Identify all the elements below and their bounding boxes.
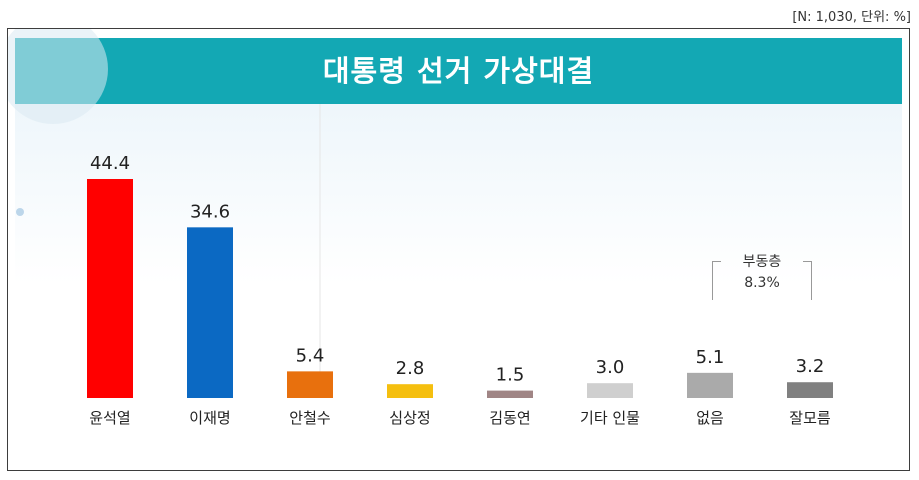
title-bar: 대통령 선거 가상대결 bbox=[15, 38, 902, 104]
bar-8 bbox=[787, 382, 833, 398]
bar-5 bbox=[487, 390, 533, 398]
category-label: 잘모름 bbox=[789, 409, 831, 427]
value-label: 2.8 bbox=[396, 358, 425, 379]
decor-dot bbox=[16, 208, 24, 216]
bar-1 bbox=[87, 179, 133, 398]
category-label: 이재명 bbox=[189, 409, 230, 427]
chart-title: 대통령 선거 가상대결 bbox=[322, 54, 595, 88]
bar-6 bbox=[587, 383, 633, 398]
category-label: 없음 bbox=[696, 409, 724, 427]
sample-note: [N: 1,030, 단위: %] bbox=[792, 10, 911, 25]
undecided-value: 8.3% bbox=[744, 275, 780, 291]
category-label: 김동연 bbox=[489, 409, 530, 427]
value-label: 5.4 bbox=[296, 345, 325, 366]
plot-background bbox=[15, 104, 902, 284]
bar-4 bbox=[387, 384, 433, 398]
category-label: 윤석열 bbox=[89, 409, 130, 427]
undecided-label: 부동층 bbox=[742, 254, 782, 270]
decor-circle bbox=[8, 29, 108, 124]
value-label: 3.2 bbox=[796, 356, 825, 377]
undecided-box: 부동층 8.3% bbox=[712, 251, 812, 305]
category-label: 심상정 bbox=[389, 409, 430, 427]
value-label: 3.0 bbox=[596, 357, 625, 378]
bracket-left bbox=[712, 261, 721, 300]
bracket-right bbox=[803, 261, 812, 300]
value-label: 44.4 bbox=[90, 153, 130, 174]
bar-3 bbox=[287, 371, 333, 398]
value-label: 5.1 bbox=[696, 347, 725, 368]
bar-2 bbox=[187, 227, 233, 398]
value-label: 34.6 bbox=[190, 201, 230, 222]
category-label: 기타 인물 bbox=[580, 409, 640, 427]
category-label: 안철수 bbox=[289, 409, 330, 427]
bar-7 bbox=[687, 372, 733, 398]
chart-frame: 대통령 선거 가상대결 44.4 윤석열 34.6 이재명 5.4 안철수 2.8 심상정 1.… bbox=[7, 28, 910, 471]
bar-chart: 44.4 윤석열 34.6 이재명 5.4 안철수 2.8 심상정 1.5 김동연 3.0 기타 인물… bbox=[8, 29, 833, 427]
value-label: 1.5 bbox=[496, 365, 525, 386]
